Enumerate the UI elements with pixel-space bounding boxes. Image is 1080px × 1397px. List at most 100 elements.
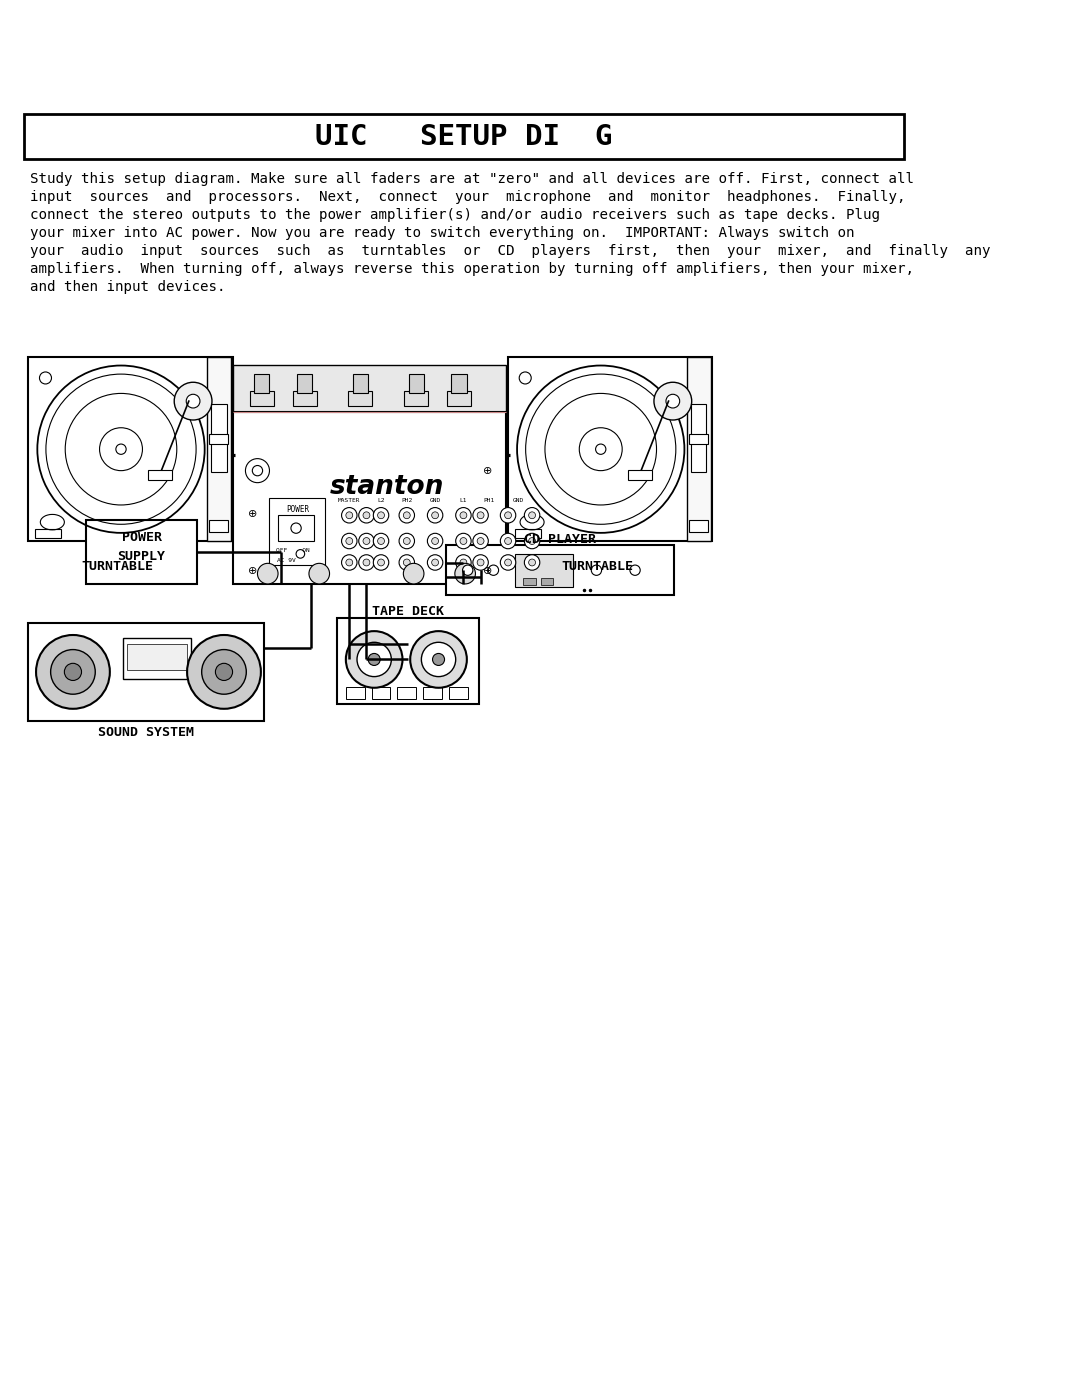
Bar bbox=[515, 553, 573, 587]
Circle shape bbox=[519, 372, 531, 384]
Circle shape bbox=[357, 643, 391, 676]
Text: and then input devices.: and then input devices. bbox=[30, 281, 226, 295]
Bar bbox=[254, 373, 270, 393]
Bar bbox=[249, 391, 273, 407]
Circle shape bbox=[359, 507, 374, 522]
Circle shape bbox=[253, 465, 262, 476]
Circle shape bbox=[432, 538, 438, 545]
Text: connect the stereo outputs to the power amplifier(s) and/or audio receivers such: connect the stereo outputs to the power … bbox=[30, 208, 880, 222]
Bar bbox=[451, 373, 467, 393]
Bar bbox=[447, 391, 471, 407]
Circle shape bbox=[374, 555, 389, 570]
Circle shape bbox=[374, 507, 389, 522]
Circle shape bbox=[477, 538, 484, 545]
Text: PH1: PH1 bbox=[484, 499, 495, 503]
Circle shape bbox=[432, 559, 438, 566]
Circle shape bbox=[500, 555, 516, 570]
Text: input  sources  and  processors.  Next,  connect  your  microphone  and  monitor: input sources and processors. Next, conn… bbox=[30, 190, 905, 204]
Text: ⊕: ⊕ bbox=[483, 566, 492, 576]
Bar bbox=[210, 520, 228, 532]
Bar bbox=[689, 433, 708, 444]
Circle shape bbox=[525, 534, 540, 549]
Bar bbox=[123, 638, 191, 679]
Bar bbox=[207, 356, 231, 541]
Circle shape bbox=[378, 538, 384, 545]
Text: POWER
SUPPLY: POWER SUPPLY bbox=[118, 531, 165, 563]
Bar bbox=[687, 356, 711, 541]
Circle shape bbox=[291, 522, 301, 534]
Circle shape bbox=[477, 511, 484, 518]
Circle shape bbox=[36, 636, 110, 708]
Circle shape bbox=[595, 444, 606, 454]
Bar bbox=[691, 404, 706, 472]
Text: your mixer into AC power. Now you are ready to switch everything on.  IMPORTANT:: your mixer into AC power. Now you are re… bbox=[30, 226, 854, 240]
Circle shape bbox=[374, 534, 389, 549]
Bar bbox=[346, 687, 365, 698]
Circle shape bbox=[462, 564, 473, 576]
Circle shape bbox=[296, 549, 305, 559]
Circle shape bbox=[40, 372, 52, 384]
Circle shape bbox=[378, 511, 384, 518]
Circle shape bbox=[346, 631, 403, 687]
Circle shape bbox=[525, 507, 540, 522]
Text: Study this setup diagram. Make sure all faders are at "zero" and all devices are: Study this setup diagram. Make sure all … bbox=[30, 172, 914, 186]
Circle shape bbox=[359, 534, 374, 549]
Circle shape bbox=[500, 534, 516, 549]
Circle shape bbox=[488, 564, 499, 576]
Circle shape bbox=[359, 555, 374, 570]
Circle shape bbox=[341, 555, 357, 570]
Circle shape bbox=[403, 511, 410, 518]
Bar bbox=[541, 578, 553, 585]
Text: ⊕: ⊕ bbox=[483, 465, 492, 475]
Bar bbox=[278, 515, 314, 541]
Bar bbox=[408, 373, 424, 393]
Circle shape bbox=[378, 559, 384, 566]
Bar bbox=[508, 356, 713, 541]
Circle shape bbox=[460, 538, 467, 545]
Circle shape bbox=[400, 507, 415, 522]
Circle shape bbox=[630, 564, 640, 576]
Circle shape bbox=[410, 631, 467, 687]
Bar bbox=[404, 391, 429, 407]
Circle shape bbox=[116, 444, 126, 454]
Circle shape bbox=[504, 511, 512, 518]
Circle shape bbox=[591, 564, 602, 576]
Circle shape bbox=[504, 559, 512, 566]
Text: CD PLAYER: CD PLAYER bbox=[524, 534, 596, 546]
Circle shape bbox=[400, 534, 415, 549]
Bar bbox=[349, 391, 373, 407]
Circle shape bbox=[215, 664, 232, 680]
Bar bbox=[293, 391, 316, 407]
Circle shape bbox=[341, 534, 357, 549]
Circle shape bbox=[525, 555, 540, 570]
Circle shape bbox=[368, 654, 380, 665]
Bar bbox=[28, 623, 265, 721]
Circle shape bbox=[346, 511, 353, 518]
Text: TURNTABLE: TURNTABLE bbox=[82, 560, 153, 573]
Bar bbox=[372, 687, 391, 698]
Circle shape bbox=[432, 511, 438, 518]
Bar bbox=[233, 412, 507, 584]
Circle shape bbox=[403, 563, 424, 584]
Bar bbox=[148, 469, 173, 481]
Text: ⊕: ⊕ bbox=[247, 566, 257, 576]
Circle shape bbox=[245, 458, 270, 483]
Circle shape bbox=[528, 559, 536, 566]
Circle shape bbox=[654, 383, 691, 420]
Circle shape bbox=[666, 394, 679, 408]
Text: stanton: stanton bbox=[329, 474, 444, 500]
Text: POWER: POWER bbox=[286, 504, 309, 514]
Circle shape bbox=[363, 538, 369, 545]
Circle shape bbox=[473, 507, 488, 522]
Text: GND: GND bbox=[430, 499, 441, 503]
Bar bbox=[270, 499, 325, 564]
Bar bbox=[233, 365, 507, 412]
Circle shape bbox=[400, 555, 415, 570]
Text: L2: L2 bbox=[377, 499, 384, 503]
Bar bbox=[524, 578, 536, 585]
Circle shape bbox=[346, 538, 353, 545]
Bar bbox=[127, 644, 187, 669]
Circle shape bbox=[428, 507, 443, 522]
Circle shape bbox=[460, 511, 467, 518]
Text: UIC   SETUP DI  G: UIC SETUP DI G bbox=[314, 123, 612, 151]
